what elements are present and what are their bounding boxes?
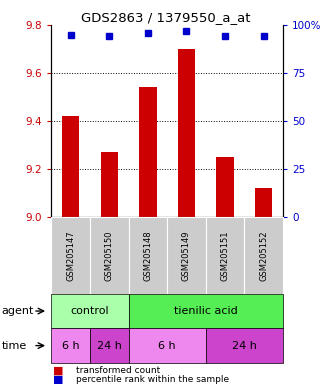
Text: agent: agent <box>2 306 34 316</box>
Bar <box>101 152 118 217</box>
Text: 24 h: 24 h <box>97 341 122 351</box>
Text: ■: ■ <box>53 366 64 376</box>
Text: tienilic acid: tienilic acid <box>174 306 238 316</box>
Text: time: time <box>2 341 27 351</box>
Bar <box>178 49 195 217</box>
Text: GSM205147: GSM205147 <box>66 230 75 281</box>
Text: GSM205150: GSM205150 <box>105 230 114 281</box>
Text: control: control <box>71 306 109 316</box>
Text: GSM205151: GSM205151 <box>220 230 230 281</box>
Text: 24 h: 24 h <box>232 341 257 351</box>
Text: percentile rank within the sample: percentile rank within the sample <box>76 375 229 384</box>
Text: GSM205149: GSM205149 <box>182 230 191 281</box>
Text: GDS2863 / 1379550_a_at: GDS2863 / 1379550_a_at <box>81 12 250 25</box>
Text: 6 h: 6 h <box>158 341 176 351</box>
Text: GSM205148: GSM205148 <box>143 230 152 281</box>
Bar <box>255 188 272 217</box>
Bar <box>62 116 79 217</box>
Text: 6 h: 6 h <box>62 341 79 351</box>
Bar <box>139 88 157 217</box>
Bar <box>216 157 234 217</box>
Text: transformed count: transformed count <box>76 366 161 375</box>
Text: GSM205152: GSM205152 <box>259 230 268 281</box>
Text: ■: ■ <box>53 374 64 384</box>
